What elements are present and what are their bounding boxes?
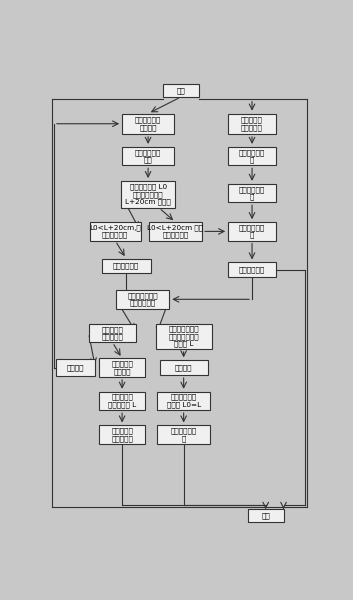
Bar xyxy=(102,259,151,274)
Bar xyxy=(56,359,95,376)
Bar xyxy=(156,323,212,349)
Bar xyxy=(228,222,276,241)
Text: 后备切割自动投
入、自动设定切
割长度 L: 后备切割自动投 入、自动设定切 割长度 L xyxy=(168,325,199,347)
Text: 比较当前长度 L0
和故障判断长度
L+20cm 的大小: 比较当前长度 L0 和故障判断长度 L+20cm 的大小 xyxy=(125,184,171,205)
Text: 手动设定后
备切割长度 L: 手动设定后 备切割长度 L xyxy=(108,394,136,408)
Text: 到达红外切割
线: 到达红外切割 线 xyxy=(239,186,265,200)
Text: L0<L+20cm 时已
触发切割信号: L0<L+20cm 时已 触发切割信号 xyxy=(148,224,203,238)
Text: 开始: 开始 xyxy=(176,87,185,94)
Text: 故障短时间
不能恢复: 故障短时间 不能恢复 xyxy=(111,361,133,375)
Text: 跟踪线开始跟
踪: 跟踪线开始跟 踪 xyxy=(239,149,265,163)
Text: 红外定尺故障: 红外定尺故障 xyxy=(113,263,139,269)
Bar xyxy=(228,113,276,134)
Bar xyxy=(121,181,175,208)
Bar xyxy=(149,222,202,241)
Text: 工作人员检
查红外定尺: 工作人员检 查红外定尺 xyxy=(102,326,124,340)
Bar xyxy=(248,509,283,522)
Bar xyxy=(228,184,276,202)
Bar xyxy=(89,324,137,342)
Bar xyxy=(116,290,169,308)
Bar xyxy=(122,147,174,166)
Bar xyxy=(163,84,199,97)
Text: 手动投入红
外定尺系统: 手动投入红 外定尺系统 xyxy=(241,116,263,131)
Text: 故障恢复: 故障恢复 xyxy=(67,364,84,371)
Text: 开始累计: 开始累计 xyxy=(175,364,192,371)
Bar xyxy=(160,360,208,375)
Text: 累计长度达到
设定值 L0=L: 累计长度达到 设定值 L0=L xyxy=(167,394,201,408)
Text: 手动投入后
备切割系统: 手动投入后 备切割系统 xyxy=(111,428,133,442)
Text: 触发了切割信
号: 触发了切割信 号 xyxy=(239,224,265,238)
Text: 结束: 结束 xyxy=(261,512,270,519)
Text: 红外定尺正常: 红外定尺正常 xyxy=(239,266,265,273)
Bar xyxy=(228,262,276,277)
Text: 故障报警触发、
切割动作触发: 故障报警触发、 切割动作触发 xyxy=(127,292,158,307)
Text: 切割、累计清
零: 切割、累计清 零 xyxy=(170,428,197,442)
Bar xyxy=(157,425,210,444)
Text: L0<L+20cm,切
割信号未触发: L0<L+20cm,切 割信号未触发 xyxy=(89,224,141,238)
Bar xyxy=(99,358,145,377)
Text: 累计程序开始
累计: 累计程序开始 累计 xyxy=(135,149,161,163)
Text: 故障判断部分
开始运行: 故障判断部分 开始运行 xyxy=(135,116,161,131)
Bar xyxy=(99,392,145,410)
Bar xyxy=(157,392,210,410)
Bar xyxy=(228,147,276,166)
Bar xyxy=(122,113,174,134)
Bar xyxy=(99,425,145,444)
Bar xyxy=(90,222,140,241)
